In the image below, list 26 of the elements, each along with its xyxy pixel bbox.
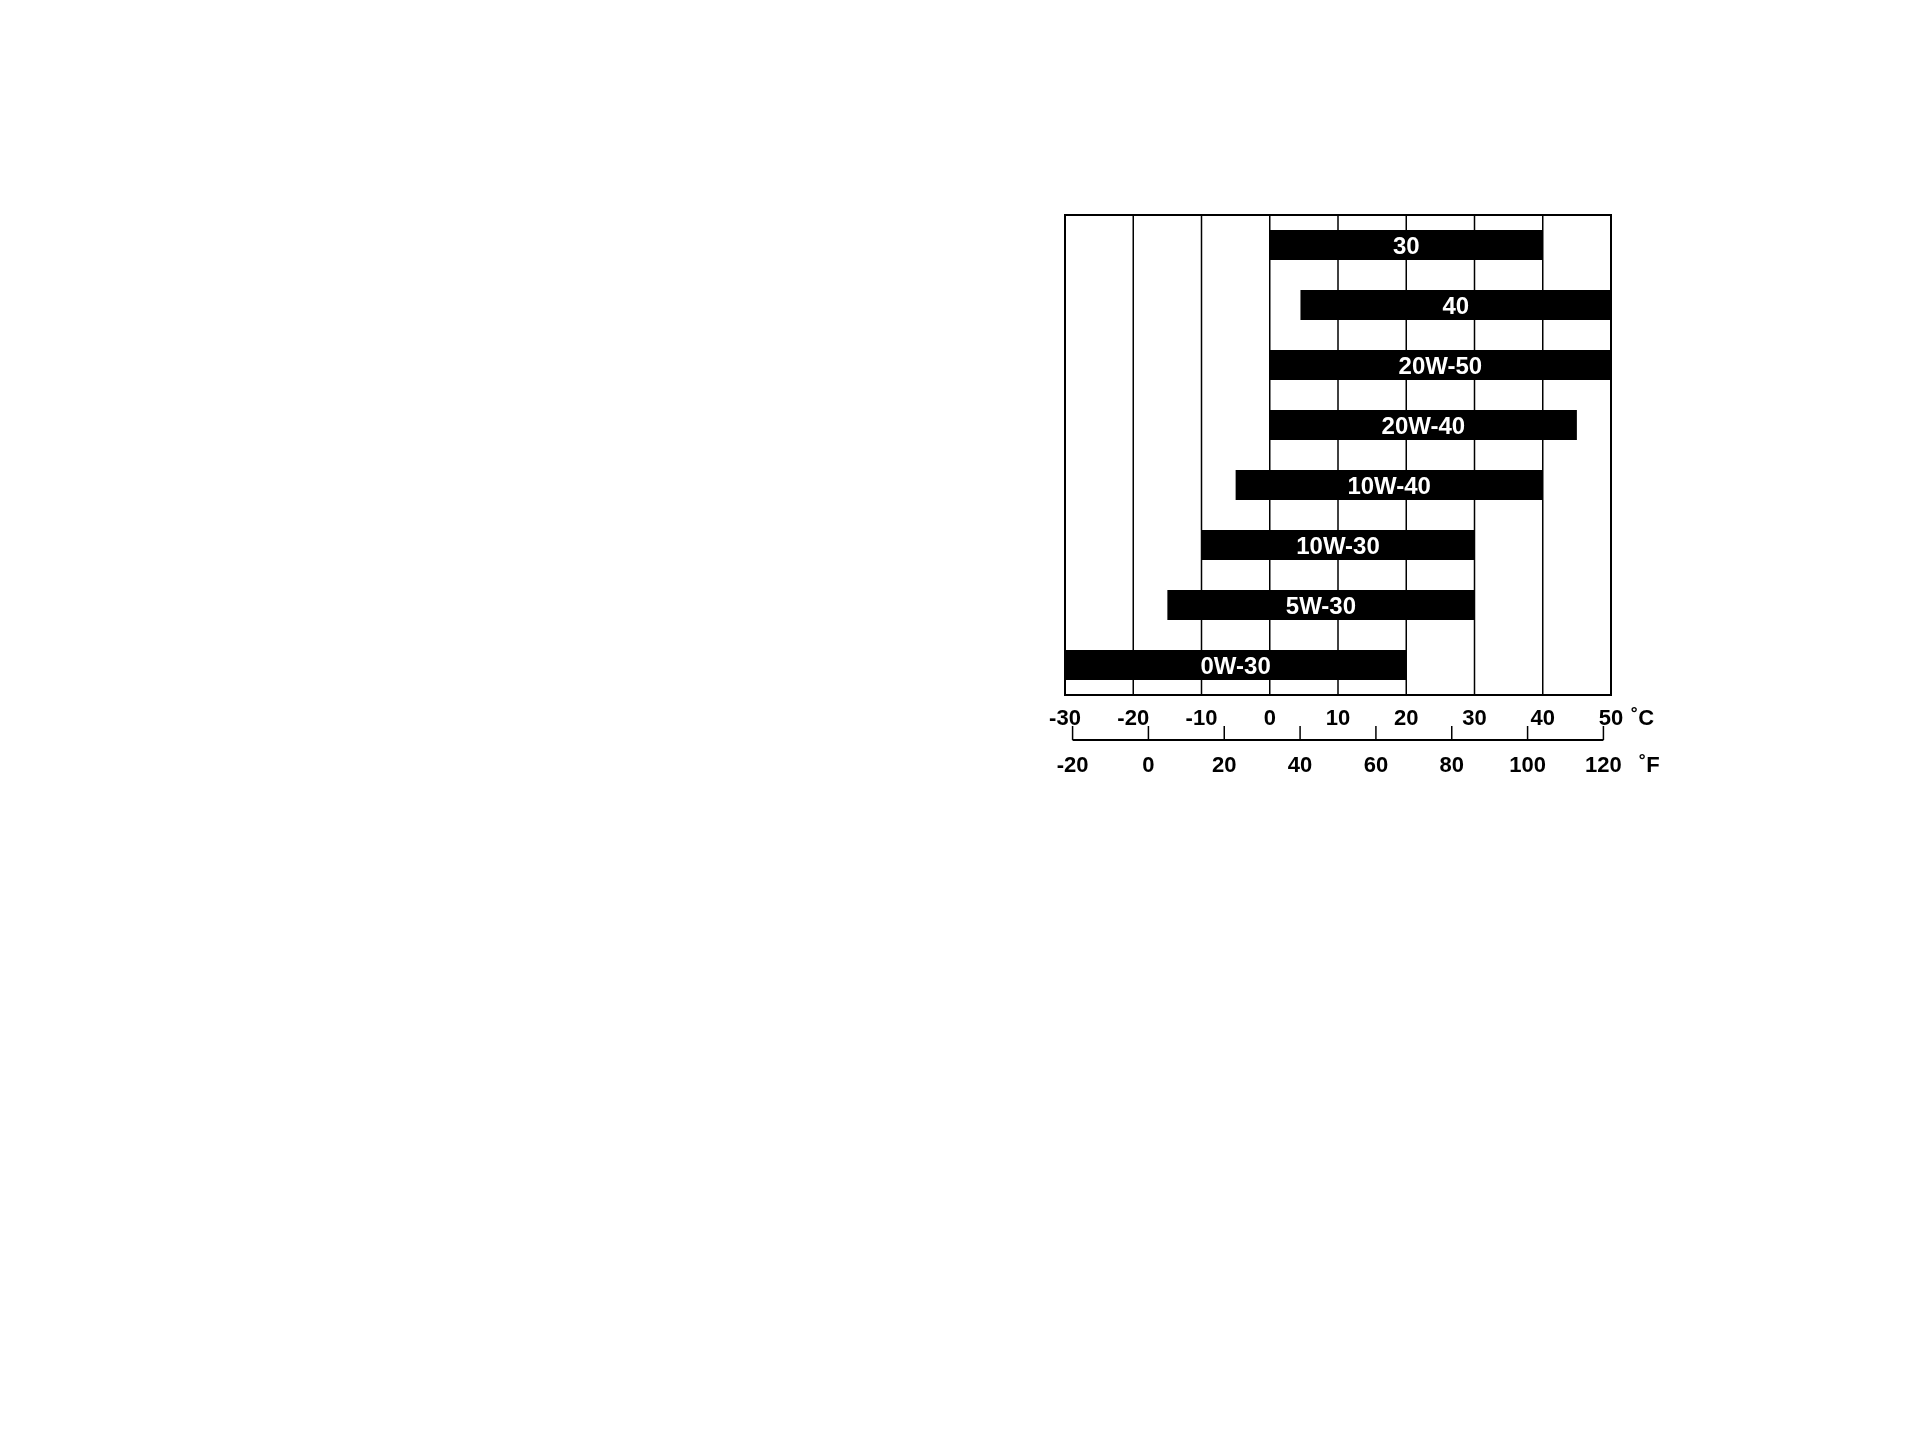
x2-tick-label: 60	[1363, 752, 1389, 777]
y-tick-label: 10W-40	[1347, 471, 1431, 499]
x2-tick-label: 120	[1585, 752, 1622, 777]
x-tick-label: 20	[1394, 705, 1419, 730]
x2-tick-label: 100	[1509, 752, 1546, 777]
x-tick-label: 50	[1598, 705, 1624, 730]
y-tick-label: 0W-30	[1200, 651, 1271, 679]
x-tick-label: 30	[1462, 705, 1487, 730]
x-tick-label: -10	[1185, 705, 1218, 730]
x-tick-label: 40	[1530, 705, 1555, 730]
y-tick-label: 40	[1442, 291, 1470, 319]
y-tick-label: 30	[1392, 231, 1420, 259]
y-tick-label: 10W-30	[1296, 531, 1380, 559]
y-tick-label: 5W-30	[1285, 591, 1357, 619]
y-tick-label: 20W-40	[1381, 411, 1466, 439]
x2-tick-label: 80	[1439, 752, 1464, 777]
x2-tick-label: 20	[1212, 752, 1237, 777]
x2-tick-label: 0	[1142, 752, 1155, 777]
x-tick-label: -20	[1117, 705, 1150, 730]
x-axis-title: ˚C	[1631, 705, 1655, 730]
x-tick-label: 10	[1325, 705, 1351, 730]
y-tick-label: 20W-50	[1398, 351, 1483, 379]
x2-tick-label: -20	[1056, 752, 1089, 777]
x2-axis-title: ˚F	[1639, 752, 1660, 777]
x-tick-label: 0	[1263, 705, 1276, 730]
x-tick-label: -30	[1049, 705, 1081, 730]
